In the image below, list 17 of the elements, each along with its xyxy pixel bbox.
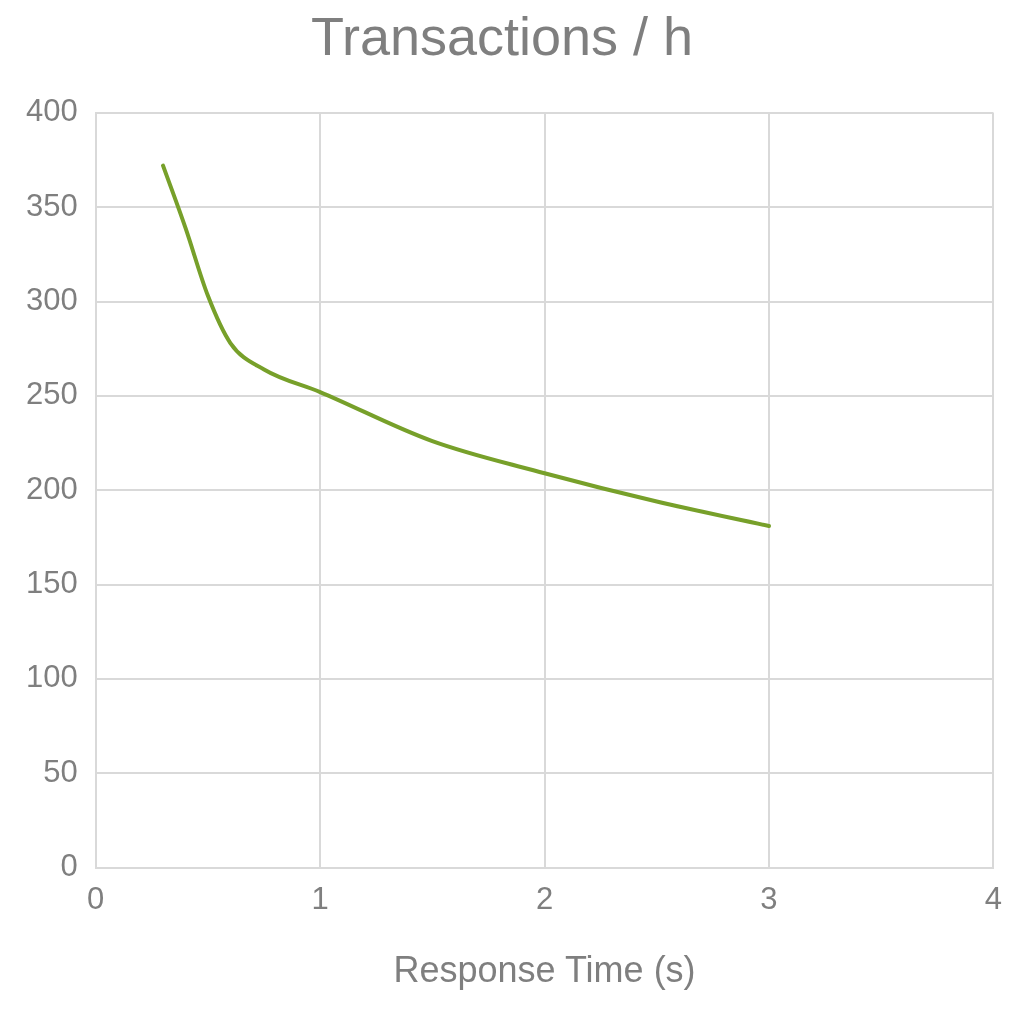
x-tick-label: 2 [535,880,554,916]
y-tick-label: 350 [25,187,78,223]
x-tick-label: 3 [760,880,778,916]
y-tick-label: 250 [25,376,78,412]
x-tick-label: 1 [311,880,329,916]
y-tick-label: 200 [25,470,78,506]
y-tick-label: 0 [60,848,78,884]
y-tick-label: 150 [25,565,78,601]
y-tick-label: 400 [25,93,78,129]
y-tick-label: 300 [25,282,78,318]
x-tick-label: 0 [87,880,105,916]
y-tick-label: 50 [43,753,78,789]
x-axis-title: Response Time (s) [393,949,696,991]
x-tick-label: 4 [984,880,1002,916]
line-series [161,163,771,529]
chart-title: Transactions / h [310,6,694,67]
y-tick-label: 100 [25,659,78,695]
